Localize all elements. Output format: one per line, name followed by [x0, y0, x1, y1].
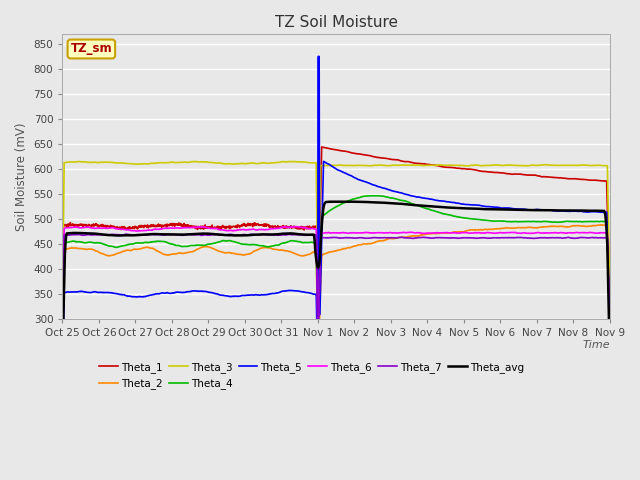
Theta_4 [606, 330, 614, 336]
Theta_3 [606, 304, 614, 310]
Theta_6 [312, 227, 320, 232]
Theta_2 [58, 357, 66, 362]
Theta_7 [606, 343, 614, 348]
Theta_1 [302, 225, 310, 230]
Theta_1 [312, 224, 320, 229]
Theta_1 [371, 154, 378, 160]
Theta_7 [124, 231, 131, 237]
Line: Theta_1: Theta_1 [62, 147, 610, 311]
Theta_3 [291, 159, 299, 165]
Theta_4 [312, 240, 320, 246]
Theta_2 [598, 222, 605, 228]
Theta_4 [371, 193, 378, 199]
Theta_3 [371, 162, 378, 168]
Theta_7 [303, 232, 310, 238]
Theta_5 [312, 291, 320, 297]
Theta_4 [302, 240, 310, 245]
Theta_6 [606, 340, 614, 346]
Line: Theta_2: Theta_2 [62, 225, 610, 362]
Theta_6 [303, 225, 310, 231]
Theta_2 [101, 252, 109, 257]
Theta_4 [123, 242, 131, 248]
Theta_6 [291, 224, 298, 230]
Theta_7 [291, 232, 299, 238]
Theta_5 [371, 182, 378, 188]
Theta_7 [371, 235, 378, 240]
Text: TZ_sm: TZ_sm [70, 43, 112, 56]
Theta_avg [291, 231, 298, 237]
Theta_5 [123, 293, 131, 299]
Theta_avg [340, 199, 348, 204]
Theta_avg [123, 232, 131, 238]
Text: Time: Time [582, 340, 610, 350]
Theta_avg [371, 200, 378, 205]
Line: Theta_avg: Theta_avg [62, 202, 610, 367]
Theta_avg [302, 232, 310, 238]
Theta_3 [58, 313, 66, 319]
Theta_5 [315, 54, 323, 60]
Theta_avg [58, 360, 66, 366]
Theta_5 [101, 289, 109, 295]
Theta_6 [58, 346, 66, 352]
Theta_1 [123, 226, 131, 232]
Y-axis label: Soil Moisture (mV): Soil Moisture (mV) [15, 122, 28, 230]
Legend: Theta_1, Theta_2, Theta_3, Theta_4, Theta_5, Theta_6, Theta_7, Theta_avg: Theta_1, Theta_2, Theta_3, Theta_4, Thet… [95, 358, 528, 393]
Line: Theta_3: Theta_3 [62, 161, 610, 316]
Theta_6 [101, 225, 109, 231]
Theta_1 [606, 308, 614, 313]
Theta_1 [291, 224, 298, 230]
Theta_avg [606, 364, 614, 370]
Theta_3 [123, 161, 131, 167]
Theta_7 [58, 349, 66, 355]
Theta_2 [606, 332, 614, 337]
Theta_4 [291, 238, 298, 244]
Theta_2 [291, 251, 298, 256]
Theta_1 [58, 223, 66, 229]
Theta_2 [314, 359, 322, 365]
Theta_7 [101, 232, 109, 238]
Theta_3 [189, 158, 197, 164]
Theta_4 [58, 353, 66, 359]
Line: Theta_7: Theta_7 [62, 234, 610, 352]
Title: TZ Soil Moisture: TZ Soil Moisture [275, 15, 397, 30]
Line: Theta_4: Theta_4 [62, 196, 610, 356]
Theta_2 [371, 240, 378, 245]
Theta_6 [123, 227, 131, 233]
Theta_4 [369, 193, 376, 199]
Theta_2 [302, 252, 310, 258]
Theta_3 [312, 160, 320, 166]
Theta_5 [291, 288, 298, 294]
Theta_1 [318, 144, 326, 150]
Theta_2 [123, 247, 131, 253]
Line: Theta_6: Theta_6 [62, 227, 610, 349]
Theta_2 [312, 248, 320, 254]
Theta_5 [58, 378, 66, 384]
Theta_4 [101, 241, 109, 247]
Theta_avg [312, 254, 320, 260]
Theta_1 [101, 223, 109, 228]
Theta_7 [312, 232, 320, 238]
Theta_avg [101, 232, 109, 238]
Theta_6 [292, 224, 300, 229]
Theta_3 [303, 159, 310, 165]
Line: Theta_5: Theta_5 [62, 57, 610, 381]
Theta_3 [101, 159, 109, 165]
Theta_5 [302, 289, 310, 295]
Theta_7 [122, 231, 130, 237]
Theta_6 [371, 230, 378, 236]
Theta_5 [606, 324, 614, 330]
